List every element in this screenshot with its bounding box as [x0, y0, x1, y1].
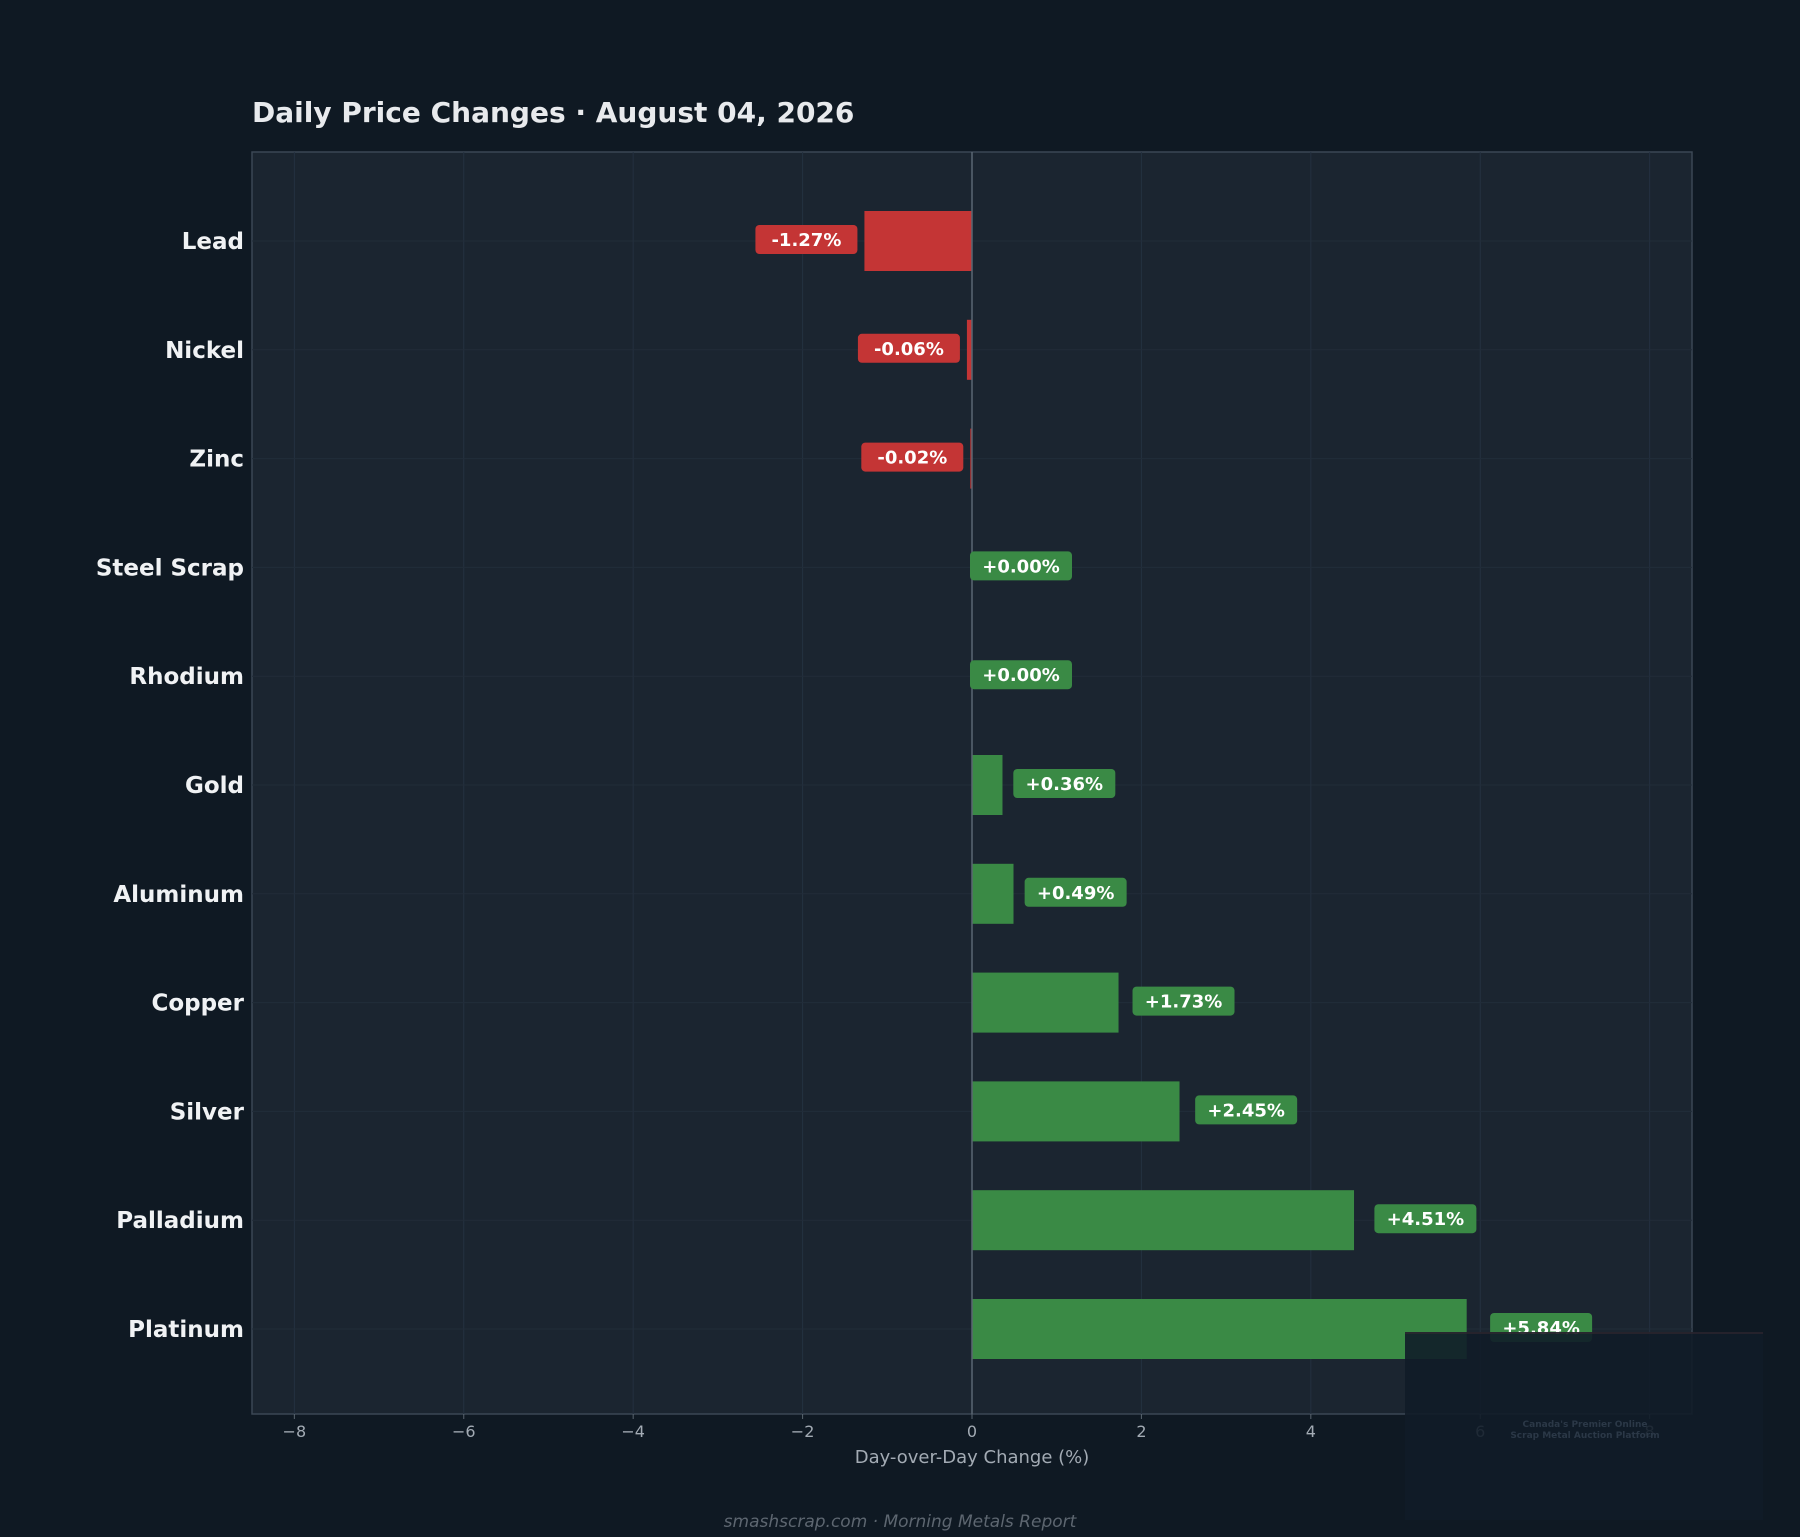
value-label: +0.00% [970, 660, 1072, 690]
logo-watermark: Canada's Premier Online Scrap Metal Auct… [1405, 1332, 1763, 1520]
value-label-background [857, 333, 960, 363]
x-tick-label: −4 [621, 1422, 645, 1441]
bar-nickel [966, 319, 972, 380]
bar-silver [972, 1081, 1180, 1142]
value-label: +4.51% [1374, 1204, 1477, 1234]
value-label-text: -1.27% [771, 230, 841, 251]
value-label-background [755, 225, 858, 254]
bar-gold [972, 755, 1003, 815]
value-label-text: +0.00% [982, 556, 1060, 577]
value-label-background [1195, 1095, 1298, 1125]
value-label-background [970, 660, 1072, 690]
category-labels: Lead Nickel Zinc Steel Scrap Rhodium Gold Alum… [96, 229, 245, 1343]
value-label-text: -0.02% [877, 448, 947, 469]
category-label: Gold [185, 773, 244, 799]
x-tick-label: −6 [452, 1422, 476, 1441]
x-axis-ticks: −8−6−4−202468 [283, 1414, 1655, 1441]
category-label: Nickel [165, 338, 244, 364]
value-label: -0.06% [857, 333, 960, 363]
value-label-background [861, 442, 964, 472]
logo-watermark-background [1405, 1332, 1763, 1520]
x-tick-label: 0 [967, 1422, 977, 1441]
bar-copper [972, 972, 1119, 1033]
logo-watermark-line-1: Canada's Premier Online [1523, 1420, 1648, 1430]
value-label-text: +1.73% [1145, 992, 1223, 1013]
value-label: -1.27% [755, 225, 858, 254]
value-label-text: +0.49% [1037, 883, 1115, 904]
category-label: Silver [170, 1099, 245, 1125]
value-label: +0.36% [1013, 769, 1116, 798]
bar-aluminum [972, 863, 1014, 924]
chart-title: Daily Price Changes · August 04, 2026 [252, 96, 854, 129]
value-label-text: +0.00% [982, 665, 1060, 686]
category-label: Steel Scrap [96, 555, 244, 581]
category-label: Aluminum [113, 882, 244, 908]
x-axis-label: Day-over-Day Change (%) [855, 1447, 1090, 1468]
value-label-background [1024, 877, 1127, 907]
value-label: +2.45% [1195, 1095, 1298, 1125]
x-tick-label: −8 [283, 1422, 307, 1441]
category-label: Palladium [116, 1208, 244, 1234]
bar-lead [864, 211, 972, 271]
bars-group [864, 211, 1467, 1359]
value-label-text: +4.51% [1387, 1209, 1465, 1230]
bar-palladium [972, 1190, 1355, 1251]
value-label: +0.00% [970, 551, 1072, 581]
footer-credit: smashscrap.com · Morning Metals Report [724, 1512, 1078, 1532]
value-label-text: +2.45% [1207, 1100, 1285, 1121]
value-label-background [1374, 1204, 1477, 1234]
value-label-background [1132, 986, 1235, 1016]
value-label: -0.02% [861, 442, 964, 472]
category-label: Lead [182, 229, 244, 255]
value-label: +0.49% [1024, 877, 1127, 907]
logo-watermark-line-2: Scrap Metal Auction Platform [1510, 1431, 1659, 1441]
category-label: Zinc [189, 447, 244, 473]
category-label: Copper [151, 991, 244, 1017]
bar-platinum [972, 1299, 1467, 1359]
x-tick-label: 2 [1136, 1422, 1146, 1441]
x-tick-label: 4 [1306, 1422, 1316, 1441]
value-label-text: -0.06% [874, 339, 944, 360]
bar-zinc [970, 428, 972, 489]
value-label-background [970, 551, 1072, 581]
x-tick-label: −2 [791, 1422, 815, 1441]
category-label: Rhodium [129, 664, 244, 690]
value-label-background [1013, 769, 1116, 798]
category-label: Platinum [128, 1317, 244, 1343]
value-label-text: +0.36% [1026, 774, 1104, 795]
value-label: +1.73% [1132, 986, 1235, 1016]
